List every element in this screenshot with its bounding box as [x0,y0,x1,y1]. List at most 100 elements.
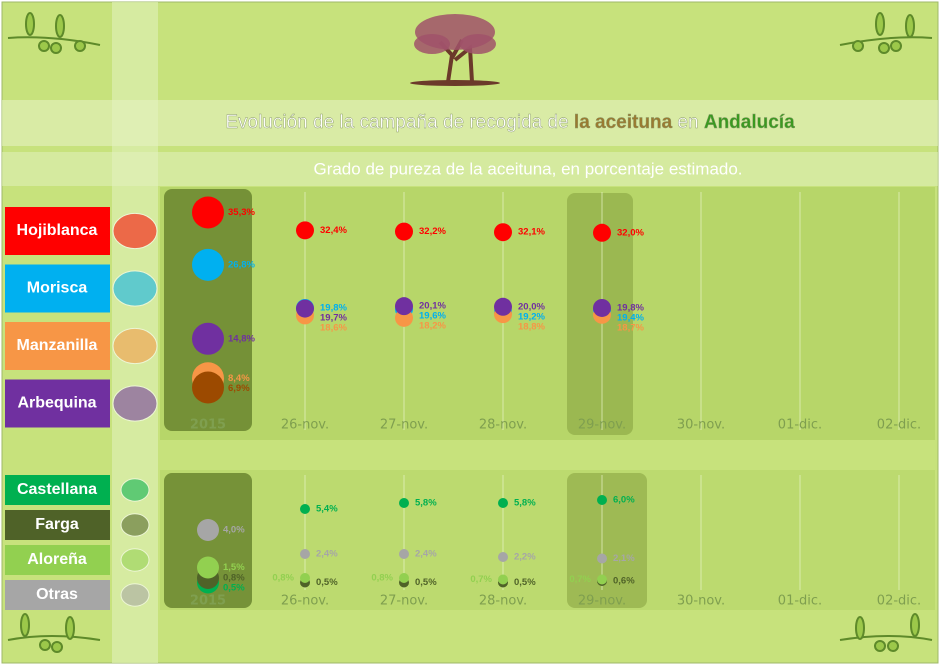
x-tick-label: 29-nov. [578,594,626,609]
value-label: 20,0% [518,301,545,312]
legend-label: Arbequina [17,395,96,412]
plot-band [160,187,935,440]
x-tick-label: 28-nov. [479,418,527,433]
x-tick-label: 27-nov. [380,594,428,609]
value-label: 35,3% [228,207,255,218]
value-label: 19,8% [617,303,644,314]
chart-title: Evolución de la campaña de recogida de l… [225,112,795,133]
data-dot [597,553,607,564]
value-label: 5,4% [316,504,338,515]
value-label: 18,7% [617,323,644,334]
legend-olive [112,212,158,250]
x-tick-label: 30-nov. [677,594,725,609]
value-label: 32,2% [419,226,446,237]
data-dot [494,297,512,316]
x-tick-label: 28-nov. [479,594,527,609]
value-label: 8,4% [228,373,250,384]
legend-swatch [5,264,110,313]
legend-olive [120,548,150,572]
legend-label: Aloreña [27,551,87,568]
value-label: 14,8% [228,333,255,344]
tree-icon [410,14,500,86]
title-band [2,100,938,146]
value-label: 32,4% [320,225,347,236]
value-label: 0,8% [371,573,393,584]
value-label: 6,0% [613,495,635,506]
data-dot [498,552,508,562]
legend-olive [112,327,158,365]
value-label: 2,4% [415,549,437,560]
value-label: 18,2% [419,321,446,332]
value-label: 0,8% [223,573,245,584]
data-dot [498,574,508,585]
value-label: 19,8% [320,303,347,314]
value-label: 0,7% [569,574,591,585]
data-dot [395,297,413,316]
value-label: 0,8% [272,573,294,584]
value-label: 2,1% [613,553,635,564]
value-label: 0,5% [223,583,245,594]
legend-swatch [5,580,110,610]
data-dot [395,222,413,241]
value-label: 19,2% [518,311,545,322]
value-label: 0,5% [316,577,338,588]
legend-olive [112,385,158,422]
title-part: Andalucía [704,112,795,133]
legend-olive [120,478,150,502]
legend-label: Otras [36,586,78,603]
value-label: 20,1% [419,301,446,312]
x-tick-label: 29-nov. [578,418,626,433]
data-dot [498,498,508,508]
legend-label: Farga [35,516,79,533]
legend-swatch [5,322,110,370]
value-label: 32,0% [617,227,644,238]
data-dot [300,573,310,583]
legend-swatch [5,379,110,428]
data-dot [192,371,224,404]
x-tick-label: 02-dic. [877,594,921,609]
data-dot [296,221,314,240]
x-tick-label: 01-dic. [778,418,822,433]
data-dot [597,574,607,585]
legend-swatch [5,545,110,575]
data-dot [593,223,611,242]
highlight-2015 [164,189,252,431]
data-dot [494,223,512,242]
title-part: la aceituna [574,112,673,133]
data-dot [296,299,314,318]
title-part: en [677,112,698,133]
title-part: Evolución de la campaña de recogida de [225,112,568,133]
legend-olive [120,513,150,537]
data-dot [399,573,409,583]
olive-branch [7,12,933,653]
value-label: 26,8% [228,259,255,270]
legend-olive [120,583,150,607]
value-label: 19,7% [320,313,347,324]
x-tick-label: 26-nov. [281,594,329,609]
value-label: 5,8% [514,498,536,509]
value-label: 19,6% [419,311,446,322]
plot-band [160,470,935,610]
data-dot [192,248,224,281]
value-label: 0,6% [613,576,635,587]
value-label: 0,5% [415,577,437,588]
legend-label: Morisca [27,280,88,297]
value-label: 2,2% [514,552,536,563]
legend-label: Hojiblanca [17,222,98,239]
subtitle-band [2,152,938,186]
legend-label: Castellana [17,481,97,498]
value-label: 18,8% [518,321,545,332]
x-tick-label: 01-dic. [778,594,822,609]
legend-swatch [5,510,110,540]
data-dot [399,549,409,559]
data-dot [399,498,409,508]
x-tick-label: 27-nov. [380,418,428,433]
data-dot [197,556,219,579]
data-dot [192,196,224,229]
value-label: 1,5% [223,562,245,573]
value-label: 0,7% [470,574,492,585]
charts: 2015 35,3% 26,8% 14,8% 8,4%6,9% 26-nov. 32,4% 1… [5,192,921,610]
x-tick-label: 30-nov. [677,418,725,433]
x-tick-label: 2015 [190,418,226,433]
